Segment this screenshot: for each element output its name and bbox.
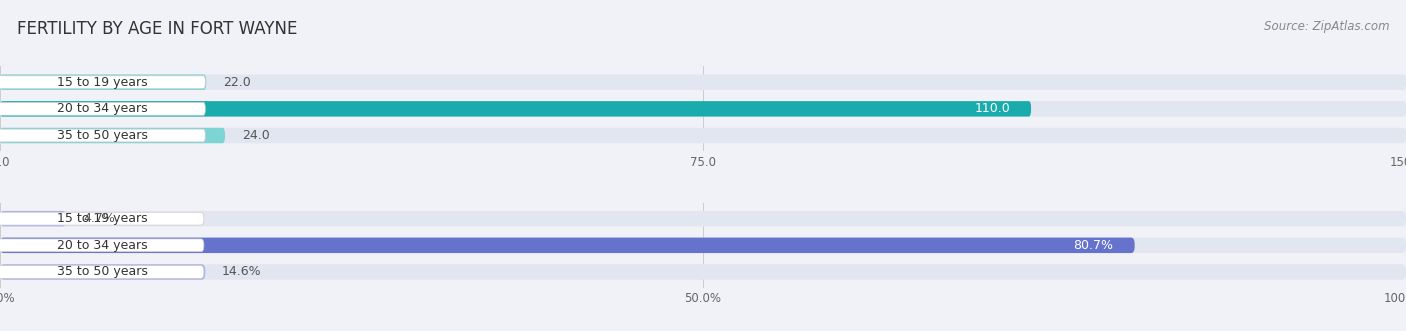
FancyBboxPatch shape (0, 74, 207, 90)
FancyBboxPatch shape (0, 129, 205, 142)
FancyBboxPatch shape (0, 264, 205, 280)
Text: 4.7%: 4.7% (83, 212, 115, 225)
Text: 35 to 50 years: 35 to 50 years (58, 129, 148, 142)
Text: 35 to 50 years: 35 to 50 years (58, 265, 148, 278)
Text: 20 to 34 years: 20 to 34 years (58, 102, 148, 115)
FancyBboxPatch shape (0, 101, 1406, 117)
FancyBboxPatch shape (0, 212, 204, 225)
Text: 110.0: 110.0 (974, 102, 1010, 115)
FancyBboxPatch shape (0, 74, 1406, 90)
FancyBboxPatch shape (0, 264, 1406, 280)
Text: 24.0: 24.0 (242, 129, 270, 142)
FancyBboxPatch shape (0, 265, 204, 278)
FancyBboxPatch shape (0, 239, 204, 252)
FancyBboxPatch shape (0, 103, 205, 115)
Text: FERTILITY BY AGE IN FORT WAYNE: FERTILITY BY AGE IN FORT WAYNE (17, 20, 297, 38)
FancyBboxPatch shape (0, 128, 1406, 143)
FancyBboxPatch shape (0, 76, 205, 89)
FancyBboxPatch shape (0, 238, 1406, 253)
Text: 15 to 19 years: 15 to 19 years (58, 76, 148, 89)
Text: 14.6%: 14.6% (222, 265, 262, 278)
FancyBboxPatch shape (0, 211, 1406, 226)
FancyBboxPatch shape (0, 211, 66, 226)
Text: 80.7%: 80.7% (1074, 239, 1114, 252)
Text: 22.0: 22.0 (224, 76, 250, 89)
FancyBboxPatch shape (0, 238, 1135, 253)
Text: 15 to 19 years: 15 to 19 years (58, 212, 148, 225)
Text: Source: ZipAtlas.com: Source: ZipAtlas.com (1264, 20, 1389, 33)
FancyBboxPatch shape (0, 101, 1031, 117)
Text: 20 to 34 years: 20 to 34 years (58, 239, 148, 252)
FancyBboxPatch shape (0, 128, 225, 143)
